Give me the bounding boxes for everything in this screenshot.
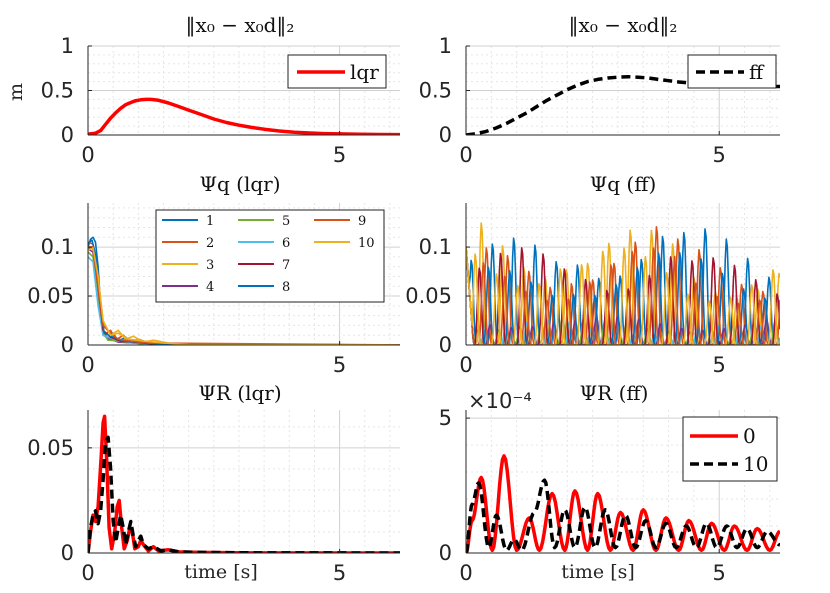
legend-label-10: 10 — [743, 452, 768, 476]
panel-5-axes: 0 5 0 0.05 — [27, 410, 400, 585]
x-tick-label: 0 — [459, 561, 472, 585]
x-tick-label: 5 — [713, 353, 726, 377]
panel-6: ΨR (ff) ×10⁻⁴ 0 5 0 5 time [s] 0 10 — [439, 381, 780, 585]
x-tick-label: 5 — [333, 561, 346, 585]
series-line-lqr — [88, 97, 400, 135]
series-group — [466, 222, 780, 345]
legend-label-4: 4 — [206, 280, 214, 295]
series-group — [88, 236, 400, 345]
y-tick-label: 0 — [439, 123, 452, 147]
y-tick-label: 0.05 — [405, 284, 452, 308]
legend-label-10: 10 — [358, 236, 375, 251]
x-tick-label: 0 — [459, 353, 472, 377]
y-tick-label: 0 — [61, 123, 74, 147]
series-line-0 — [88, 414, 400, 553]
panel-3-title: Ψq (lqr) — [199, 172, 280, 196]
panel-6-xlabel: time [s] — [561, 561, 635, 583]
y-tick-label: 0.05 — [27, 436, 74, 460]
y-tick-label: 1 — [61, 34, 74, 58]
series-group — [466, 454, 780, 553]
y-tick-label: 0.5 — [41, 79, 74, 103]
series-group — [88, 414, 400, 553]
series-line-10 — [466, 478, 780, 553]
y-tick-label: 0 — [61, 333, 74, 357]
panel-5-xlabel: time [s] — [184, 561, 258, 583]
legend-label-3: 3 — [206, 258, 214, 273]
y-tick-label: 0.1 — [419, 235, 452, 259]
y-tick-label: 0 — [61, 541, 74, 565]
y-tick-label: 0.1 — [41, 235, 74, 259]
x-tick-label: 5 — [333, 143, 346, 167]
x-tick-label: 0 — [81, 561, 94, 585]
panel-2-axes: 0 5 0 0.5 1 — [419, 34, 780, 167]
legend-label-1: 1 — [206, 214, 214, 229]
legend-label-lqr: lqr — [350, 60, 379, 84]
panel-1-axes: 0 5 0 0.5 1 — [41, 34, 400, 167]
panel-2-title: ‖x₀ − x₀d‖₂ — [569, 13, 678, 38]
legend-label-9: 9 — [358, 214, 366, 229]
series-group — [88, 97, 400, 135]
panel-1: ‖x₀ − x₀d‖₂ m 0 5 0 0.5 1 lqr — [5, 13, 400, 167]
x-tick-label: 5 — [713, 561, 726, 585]
legend-label-0: 0 — [743, 424, 756, 448]
legend-label-2: 2 — [206, 236, 214, 251]
x-tick-label: 0 — [81, 353, 94, 377]
x-tick-label: 5 — [333, 353, 346, 377]
y-tick-label: 0 — [439, 541, 452, 565]
panel-5: ΨR (lqr) 0 5 0 0.05 time [s] — [27, 381, 400, 585]
panel-4-axes: 0 5 0 0.05 0.1 — [405, 203, 780, 377]
x-tick-label: 0 — [459, 143, 472, 167]
series-line-10 — [88, 435, 400, 553]
series-line-10 — [88, 247, 400, 345]
panel-3-legend: 1 2 3 4 5 6 7 8 9 10 — [155, 209, 385, 303]
series-line-0 — [466, 454, 780, 553]
panel-6-exponent: ×10⁻⁴ — [468, 389, 532, 413]
y-tick-label: 0 — [439, 333, 452, 357]
y-tick-label: 1 — [439, 34, 452, 58]
panel-2: ‖x₀ − x₀d‖₂ 0 5 0 0.5 1 ff — [419, 13, 780, 167]
panel-6-title: ΨR (ff) — [580, 381, 649, 405]
y-tick-label: 0.05 — [27, 284, 74, 308]
panel-4: Ψq (ff) 0 5 0 0.05 0.1 — [405, 172, 780, 377]
legend-label-7: 7 — [282, 258, 290, 273]
panel-1-ylabel: m — [5, 83, 27, 101]
x-tick-label: 5 — [713, 143, 726, 167]
panel-2-legend: ff — [687, 54, 777, 89]
panel-1-legend: lqr — [287, 54, 387, 89]
legend-label-6: 6 — [282, 236, 290, 251]
x-tick-label: 0 — [81, 143, 94, 167]
panel-4-title: Ψq (ff) — [590, 172, 657, 196]
legend-label-8: 8 — [282, 280, 290, 295]
y-tick-label: 0.5 — [419, 79, 452, 103]
series-line-7 — [466, 247, 780, 345]
series-line-10 — [466, 247, 780, 345]
y-tick-label: 5 — [439, 406, 452, 430]
legend-label-ff: ff — [749, 60, 765, 84]
legend-label-5: 5 — [282, 214, 290, 229]
panel-3: Ψq (lqr) 0 5 0 0.05 0.1 1 2 3 4 5 6 7 8 9 10 — [27, 172, 400, 377]
panel-5-title: ΨR (lqr) — [198, 381, 281, 405]
panel-1-title: ‖x₀ − x₀d‖₂ — [186, 13, 295, 38]
panel-6-legend: 0 10 — [682, 416, 778, 482]
